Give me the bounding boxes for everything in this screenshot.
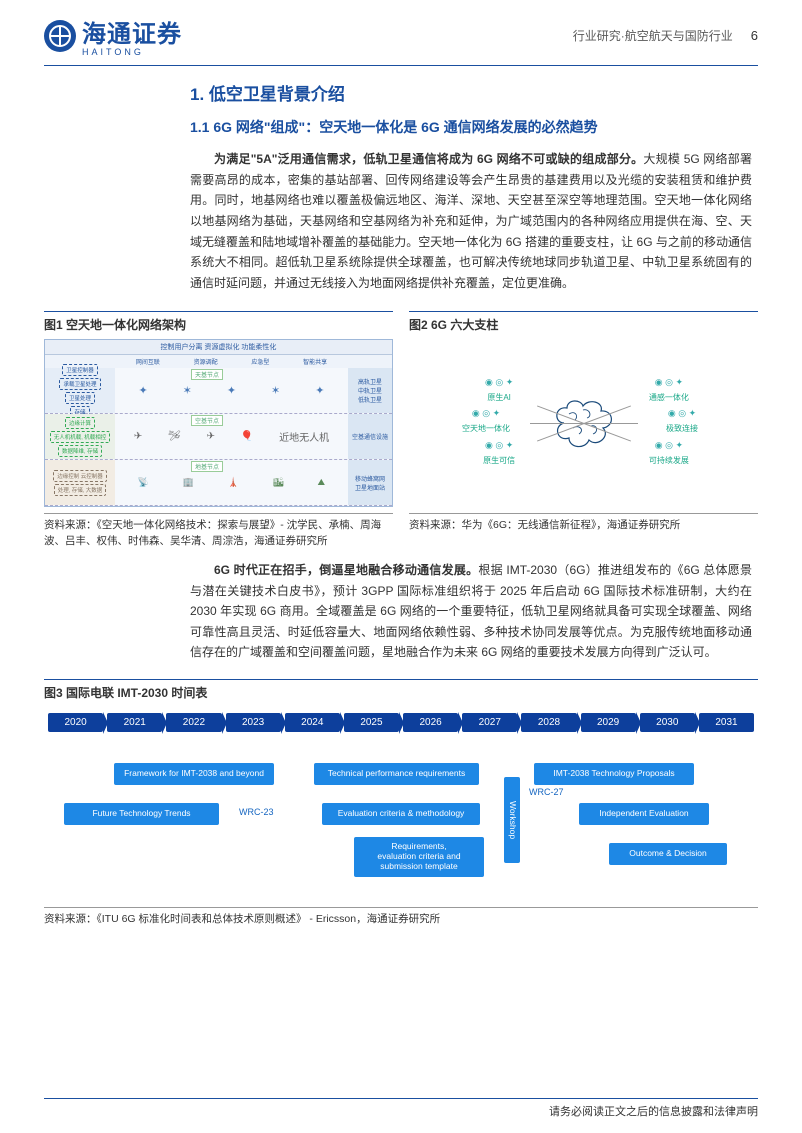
timeline-bar-1: Future Technology Trends bbox=[64, 803, 219, 825]
timeline-bar-4: Requirements, evaluation criteria and su… bbox=[354, 837, 484, 877]
timeline-bar-0: Framework for IMT-2038 and beyond bbox=[114, 763, 274, 785]
timeline-bar-3: Evaluation criteria & methodology bbox=[322, 803, 480, 825]
figure-2: 图2 6G 六大支柱 ◉ ◎ ✦原生AI ◉ ◎ ✦通感一体化 ◉ ◎ ✦空天地一体… bbox=[409, 311, 758, 550]
year-2022: 2022 bbox=[166, 713, 221, 732]
logo-text-cn: 海通证券 bbox=[82, 14, 182, 49]
paragraph-2: 6G 时代正在招手，倒逼星地融合移动通信发展。根据 IMT-2030（6G）推进… bbox=[190, 560, 752, 663]
p2-lead: 6G 时代正在招手，倒逼星地融合移动通信发展。 bbox=[214, 563, 478, 577]
year-2031: 2031 bbox=[699, 713, 754, 732]
timeline-bar-7: Outcome & Decision bbox=[609, 843, 727, 865]
fig2-node-1: ◉ ◎ ✦通感一体化 bbox=[637, 378, 701, 403]
fig1-col-2: 应急型 bbox=[251, 357, 269, 366]
footer-rule bbox=[44, 1098, 758, 1099]
figures-row-1: 图1 空天地一体化网络架构 控制用户分离 资源虚拟化 功能柔性化 网间互联 资源… bbox=[0, 303, 802, 550]
year-2027: 2027 bbox=[462, 713, 517, 732]
year-2030: 2030 bbox=[640, 713, 695, 732]
p1-body: 大规模 5G 网络部署需要高昂的成本，密集的基站部署、回传网络建设等会产生昂贵的… bbox=[190, 152, 752, 290]
fig2-node-0: ◉ ◎ ✦原生AI bbox=[467, 378, 531, 403]
year-2026: 2026 bbox=[403, 713, 458, 732]
fig2-node-2: ◉ ◎ ✦空天地一体化 bbox=[454, 409, 518, 434]
paragraph-1: 为满足"5A"泛用通信需求，低轨卫星通信将成为 6G 网络不可或缺的组成部分。大… bbox=[190, 149, 752, 293]
page-header: 海通证券 HAITONG 行业研究·航空航天与国防行业 6 bbox=[0, 0, 802, 63]
figure-2-diagram: ◉ ◎ ✦原生AI ◉ ◎ ✦通感一体化 ◉ ◎ ✦空天地一体化 ◉ ◎ ✦极致连接 ◉… bbox=[409, 339, 758, 507]
figure-2-title: 图2 6G 六大支柱 bbox=[409, 311, 758, 333]
fig2-node-4: ◉ ◎ ✦原生可信 bbox=[467, 441, 531, 466]
year-2028: 2028 bbox=[521, 713, 576, 732]
figure-1-diagram: 控制用户分离 资源虚拟化 功能柔性化 网间互联 资源调配 应急型 智能共享 卫星… bbox=[44, 339, 393, 507]
p1-lead: 为满足"5A"泛用通信需求，低轨卫星通信将成为 6G 网络不可或缺的组成部分。 bbox=[214, 152, 643, 166]
footer-disclaimer: 请务必阅读正文之后的信息披露和法律声明 bbox=[549, 1103, 758, 1119]
year-2029: 2029 bbox=[581, 713, 636, 732]
figure-3: 图3 国际电联 IMT-2030 时间表 2020202120222023202… bbox=[0, 673, 802, 928]
fig2-node-5: ◉ ◎ ✦可持续发展 bbox=[637, 441, 701, 466]
figure-3-diagram: 202020212022 202320242025202620272028 2029… bbox=[44, 707, 758, 901]
fig1-layer-2: 边缘控制 云控制器处理, 存储, 大数据地基节点📡🏢🗼🏙⛰移动蜂窝网 卫星地面站 bbox=[45, 460, 392, 506]
year-2023: 2023 bbox=[226, 713, 281, 732]
section-1: 1. 低空卫星背景介绍 1.1 6G 网络"组成"：空天地一体化是 6G 通信网… bbox=[0, 66, 802, 293]
figure-2-source: 资料来源：华为《6G：无线通信新征程》，海通证券研究所 bbox=[409, 513, 758, 534]
fig1-layer-1: 边缘计算无人机机载, 机载相控数据降维, 存储空基节点✈🛩✈🎈近地无人机空基通信… bbox=[45, 414, 392, 460]
timeline-bar-8: Workshop bbox=[504, 777, 520, 863]
figure-3-title: 图3 国际电联 IMT-2030 时间表 bbox=[44, 679, 758, 701]
fig1-layer-0: 卫星控制器承载卫星处理卫星处理存储天基节点✦✶✦✶✦高轨卫星 中轨卫星 低轨卫星 bbox=[45, 368, 392, 414]
heading-1-1: 1.1 6G 网络"组成"：空天地一体化是 6G 通信网络发展的必然趋势 bbox=[190, 117, 752, 137]
year-2020: 2020 bbox=[48, 713, 103, 732]
timeline-year-row: 202020212022 202320242025202620272028 2029… bbox=[44, 707, 758, 732]
year-2021: 2021 bbox=[107, 713, 162, 732]
page-number: 6 bbox=[751, 28, 758, 43]
section-2: 6G 时代正在招手，倒逼星地融合移动通信发展。根据 IMT-2030（6G）推进… bbox=[0, 550, 802, 663]
doc-category: 行业研究·航空航天与国防行业 bbox=[573, 27, 733, 44]
logo-icon bbox=[44, 20, 76, 52]
figure-1-title: 图1 空天地一体化网络架构 bbox=[44, 311, 393, 333]
timeline-bar-6: Independent Evaluation bbox=[579, 803, 709, 825]
fig1-col-3: 智能共享 bbox=[303, 357, 327, 366]
fig2-node-3: ◉ ◎ ✦极致连接 bbox=[650, 409, 714, 434]
year-2024: 2024 bbox=[285, 713, 340, 732]
year-2025: 2025 bbox=[344, 713, 399, 732]
figure-1-source: 资料来源：《空天地一体化网络技术：探索与展望》- 沈学民、承楠、周海波、吕丰、权… bbox=[44, 513, 393, 550]
wrc-label-1: WRC-27 bbox=[529, 787, 564, 797]
p2-body: 根据 IMT-2030（6G）推进组发布的《6G 总体愿景与潜在关键技术白皮书》… bbox=[190, 563, 752, 660]
header-right: 行业研究·航空航天与国防行业 6 bbox=[573, 27, 758, 44]
logo-block: 海通证券 HAITONG bbox=[44, 14, 182, 57]
timeline-bar-2: Technical performance requirements bbox=[314, 763, 479, 785]
fig1-top-banner: 控制用户分离 资源虚拟化 功能柔性化 bbox=[45, 340, 392, 355]
wrc-label-0: WRC-23 bbox=[239, 807, 274, 817]
fig1-col-1: 资源调配 bbox=[194, 357, 218, 366]
figure-3-source: 资料来源：《ITU 6G 标准化时间表和总体技术原则概述》 - Ericsson… bbox=[44, 907, 758, 928]
heading-1: 1. 低空卫星背景介绍 bbox=[190, 80, 752, 105]
figure-1: 图1 空天地一体化网络架构 控制用户分离 资源虚拟化 功能柔性化 网间互联 资源… bbox=[44, 311, 393, 550]
timeline-bar-5: IMT-2038 Technology Proposals bbox=[534, 763, 694, 785]
fig1-col-0: 网间互联 bbox=[136, 357, 160, 366]
